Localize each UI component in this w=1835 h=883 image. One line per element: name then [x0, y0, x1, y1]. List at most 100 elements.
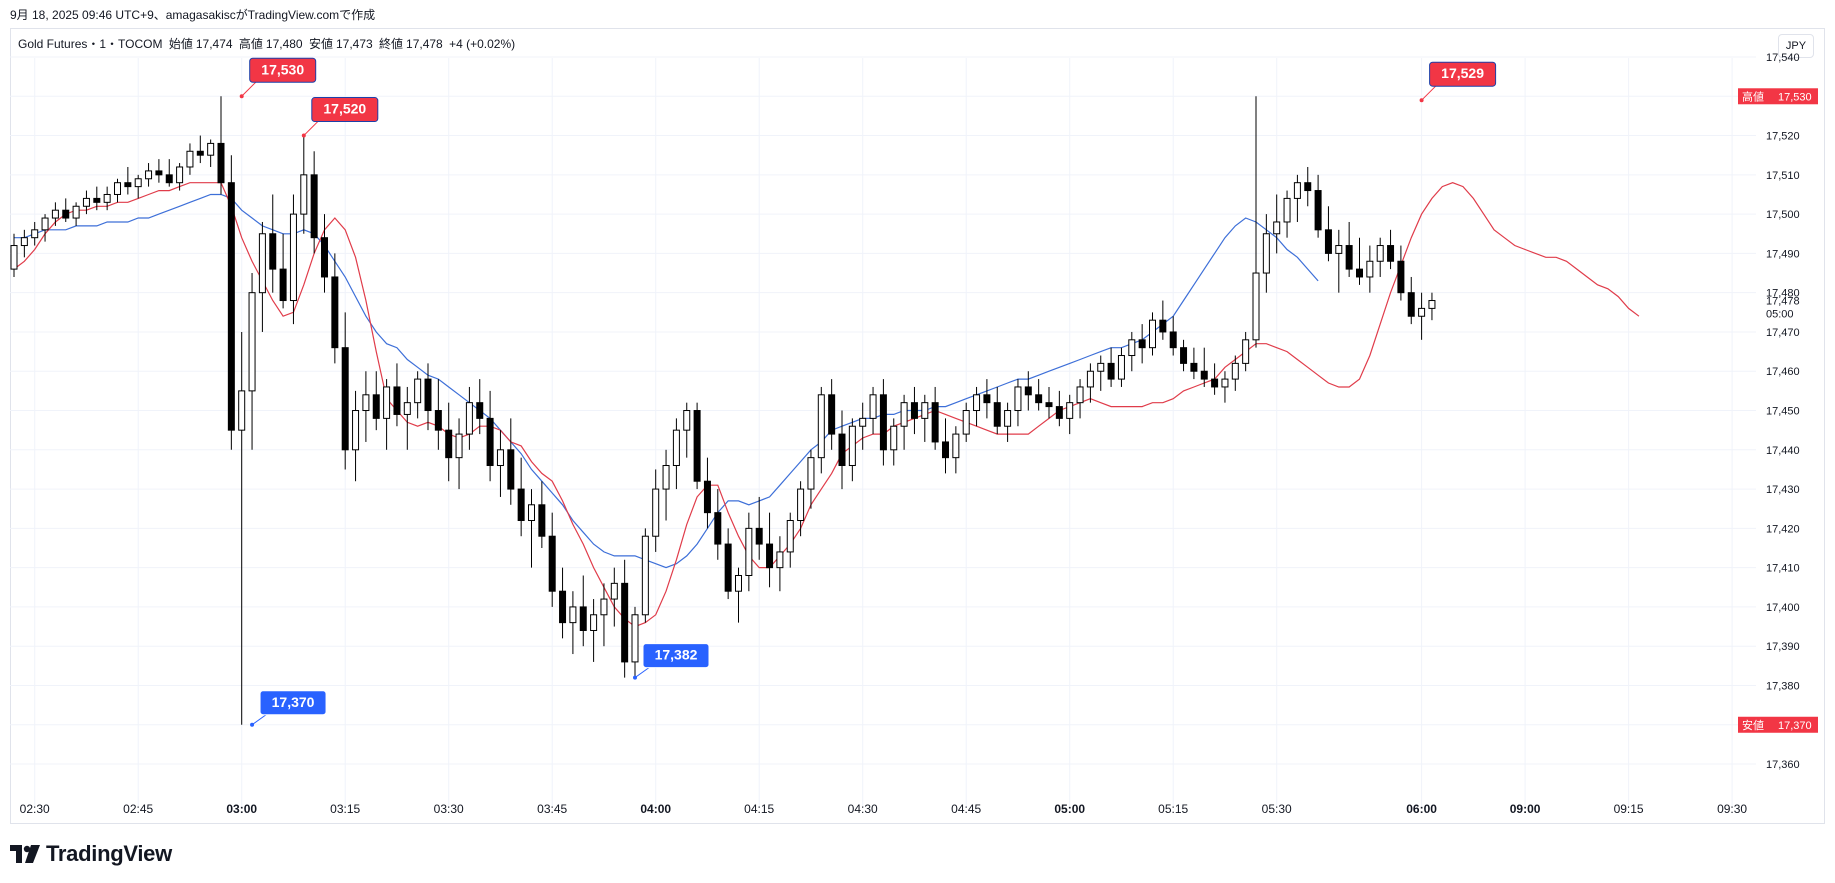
candle-body[interactable] [207, 142, 215, 156]
candle-body[interactable] [82, 197, 90, 207]
candle-body[interactable] [590, 614, 598, 631]
candle-body[interactable] [1345, 245, 1353, 270]
candle-body[interactable] [983, 394, 991, 404]
candle-body[interactable] [372, 394, 380, 419]
candle-body[interactable] [93, 197, 101, 203]
candle-body[interactable] [1190, 362, 1198, 372]
candle-body[interactable] [569, 606, 577, 624]
candle-body[interactable] [1086, 370, 1094, 388]
candle-body[interactable] [196, 150, 204, 156]
candle-body[interactable] [1138, 339, 1146, 349]
candle-body[interactable] [1304, 182, 1312, 192]
candle-body[interactable] [1107, 362, 1115, 380]
candle-body[interactable] [455, 433, 463, 459]
candle-body[interactable] [786, 520, 794, 553]
candle-body[interactable] [652, 488, 660, 537]
candle-body[interactable] [62, 209, 70, 219]
candle-body[interactable] [321, 237, 328, 278]
candle-body[interactable] [165, 174, 173, 184]
candle-body[interactable] [465, 402, 473, 435]
candle-body[interactable] [414, 378, 422, 404]
candle-body[interactable] [1262, 233, 1270, 274]
candle-body[interactable] [890, 425, 898, 451]
candle-body[interactable] [797, 488, 805, 522]
candle-body[interactable] [476, 402, 484, 419]
candle-body[interactable] [217, 142, 225, 184]
candle-body[interactable] [621, 582, 629, 663]
candle-body[interactable] [900, 402, 908, 427]
candle-body[interactable] [238, 390, 246, 431]
candle-body[interactable] [631, 614, 639, 663]
candle-body[interactable] [703, 480, 711, 514]
candle-body[interactable] [766, 543, 774, 569]
candle-body[interactable] [51, 209, 59, 219]
candle-body[interactable] [931, 402, 939, 443]
candle-body[interactable] [445, 429, 453, 459]
candle-body[interactable] [1035, 394, 1043, 404]
candle-body[interactable] [672, 429, 680, 467]
candle-body[interactable] [1045, 402, 1053, 408]
candle-body[interactable] [1149, 319, 1156, 349]
candle-body[interactable] [352, 410, 360, 451]
candle-body[interactable] [145, 170, 153, 180]
candle-body[interactable] [10, 245, 18, 270]
price-callout[interactable] [249, 57, 317, 83]
candle-body[interactable] [1418, 307, 1426, 317]
candle-body[interactable] [879, 394, 887, 451]
candle-body[interactable] [341, 347, 349, 451]
candle-body[interactable] [424, 378, 432, 412]
candle-body[interactable] [1097, 362, 1105, 372]
candle-body[interactable] [1397, 260, 1405, 294]
candle-body[interactable] [1117, 355, 1125, 380]
candle-body[interactable] [486, 417, 494, 467]
candle-body[interactable] [1066, 402, 1074, 419]
candle-body[interactable] [910, 402, 918, 419]
candle-body[interactable] [776, 551, 784, 569]
price-callout[interactable] [259, 690, 327, 716]
candle-body[interactable] [528, 504, 535, 522]
tradingview-logo[interactable]: TradingView [10, 841, 172, 867]
candle-body[interactable] [403, 402, 411, 415]
candle-body[interactable] [31, 229, 39, 239]
candle-body[interactable] [921, 402, 929, 419]
candle-body[interactable] [393, 386, 401, 415]
candle-body[interactable] [610, 582, 618, 600]
candle-body[interactable] [1024, 386, 1032, 396]
candle-body[interactable] [507, 449, 515, 490]
candle-body[interactable] [579, 606, 587, 631]
candle-body[interactable] [155, 170, 163, 176]
candle-body[interactable] [496, 449, 504, 467]
candle-body[interactable] [1387, 245, 1395, 262]
candle-body[interactable] [279, 268, 287, 302]
candle-body[interactable] [662, 465, 670, 490]
candle-body[interactable] [300, 174, 308, 215]
candle-body[interactable] [1356, 268, 1363, 278]
candle-body[interactable] [310, 174, 318, 239]
candle-body[interactable] [1252, 272, 1260, 341]
candle-body[interactable] [714, 512, 722, 545]
candle-body[interactable] [1200, 370, 1208, 380]
candle-body[interactable] [962, 410, 970, 435]
candle-body[interactable] [828, 394, 836, 435]
candle-body[interactable] [869, 394, 877, 419]
candle-body[interactable] [1376, 245, 1384, 262]
candle-body[interactable] [258, 233, 266, 294]
price-callout[interactable] [311, 97, 379, 123]
candle-body[interactable] [1014, 386, 1022, 412]
symbol-name[interactable]: Gold Futures・1・TOCOM [18, 37, 163, 51]
candle-body[interactable] [1242, 339, 1250, 364]
candle-body[interactable] [124, 182, 132, 188]
candle-body[interactable] [1128, 339, 1136, 357]
candle-body[interactable] [1055, 406, 1063, 419]
price-callout[interactable] [1429, 61, 1497, 87]
candle-body[interactable] [1335, 245, 1343, 254]
candle-body[interactable] [942, 441, 949, 459]
candle-body[interactable] [745, 527, 753, 576]
candle-body[interactable] [517, 488, 525, 522]
candle-body[interactable] [952, 433, 960, 459]
candle-body[interactable] [973, 394, 981, 412]
candle-body[interactable] [41, 217, 49, 231]
candle-body[interactable] [1004, 410, 1012, 427]
candle-body[interactable] [362, 394, 370, 412]
